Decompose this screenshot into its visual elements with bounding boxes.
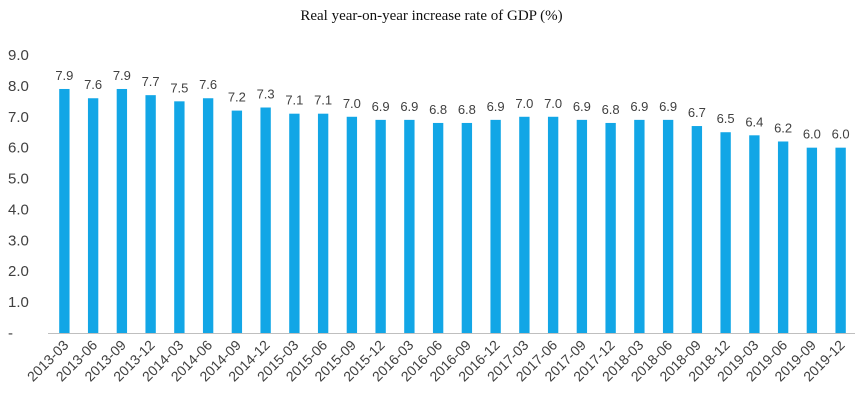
data-label: 6.9 [659,99,677,114]
bar [662,119,674,333]
bar [835,147,846,333]
y-tick-label: 1.0 [8,294,29,311]
data-label: 6.0 [803,127,821,142]
bars [59,88,846,334]
data-label: 6.2 [774,120,792,135]
data-label: 6.9 [487,99,505,114]
bar [59,88,70,333]
bar [432,122,444,333]
y-tick-label: - [8,325,13,342]
data-label: 7.2 [228,90,246,105]
data-label: 7.6 [84,77,102,92]
bar [634,119,645,333]
data-label: 6.7 [688,105,706,120]
bar [806,147,818,333]
bar [317,113,329,333]
data-label: 6.4 [745,114,763,129]
bar [576,119,588,333]
bar [231,110,243,333]
bar [547,116,559,334]
y-axis-labels: - 1.0 2.0 3.0 4.0 5.0 6.0 7.0 8.0 9.0 [8,47,29,342]
bar [605,122,616,333]
data-label: 7.1 [314,93,332,108]
bar [202,98,214,333]
bar [519,116,530,334]
y-tick-label: 3.0 [8,232,29,249]
data-label: 6.9 [400,99,418,114]
data-label: 7.3 [257,87,275,102]
bar [346,116,358,334]
bar [777,141,789,333]
data-label: 7.7 [142,74,160,89]
data-label: 7.0 [343,96,361,111]
data-label: 6.5 [717,111,735,126]
data-label: 6.8 [602,102,620,117]
data-label: 6.8 [429,102,447,117]
data-label: 7.0 [544,96,562,111]
data-label: 6.9 [372,99,390,114]
y-tick-label: 4.0 [8,201,29,218]
data-labels: 7.9 7.6 7.9 7.7 7.5 7.6 7.2 7.3 7.1 7.1 7.0 6.9 6.9 6… [55,68,849,142]
data-label: 7.9 [113,68,131,83]
y-tick-label: 2.0 [8,263,29,280]
bar [490,119,501,333]
bar [749,135,760,333]
data-label: 7.1 [285,93,303,108]
data-label: 6.8 [458,102,476,117]
y-tick-label: 6.0 [8,140,29,157]
bar [116,88,128,333]
data-label: 7.0 [515,96,533,111]
data-label: 7.5 [170,80,188,95]
bar [375,119,386,333]
data-label: 7.6 [199,77,217,92]
bar [145,95,156,334]
bar [289,113,300,333]
chart-title: Real year-on-year increase rate of GDP (… [300,8,563,24]
data-label: 6.0 [832,127,850,142]
bar [404,119,415,333]
y-tick-label: 7.0 [8,109,29,126]
x-axis-labels: 2013-032013-062013-092013-122014-032014-… [24,337,848,385]
bar [87,98,99,333]
bar [461,122,473,333]
y-tick-label: 9.0 [8,47,29,64]
bar [174,101,185,333]
bar [260,107,271,333]
data-label: 6.9 [630,99,648,114]
bar [691,126,703,334]
y-tick-label: 5.0 [8,171,29,188]
y-tick-label: 8.0 [8,78,29,95]
data-label: 6.9 [573,99,591,114]
data-label: 7.9 [55,68,73,83]
bar [720,132,731,333]
